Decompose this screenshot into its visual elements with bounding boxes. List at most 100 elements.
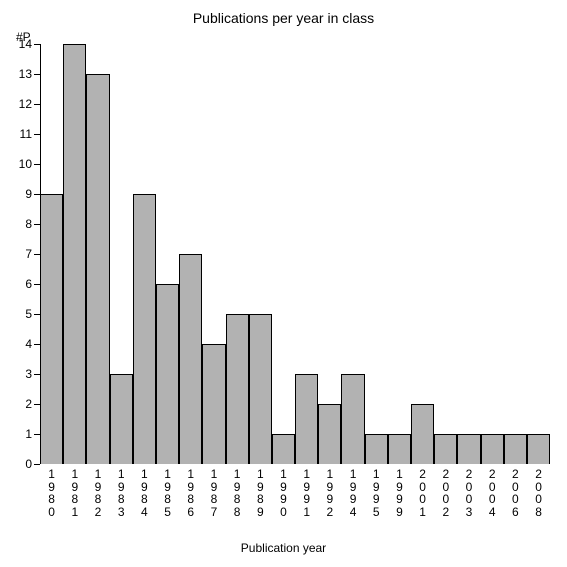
x-tick-label: 1 9 9 5 (371, 468, 381, 518)
bar-slot: 1 9 9 5 (365, 44, 388, 464)
bar-slot: 1 9 8 9 (249, 44, 272, 464)
bar (249, 314, 272, 464)
bar (272, 434, 295, 464)
bar-slot: 1 9 8 7 (202, 44, 225, 464)
x-tick-label: 1 9 8 0 (47, 468, 57, 518)
x-tick-label: 1 9 9 2 (325, 468, 335, 518)
y-tick (34, 44, 40, 45)
plot-area: 1 9 8 01 9 8 11 9 8 21 9 8 31 9 8 41 9 8… (40, 44, 550, 464)
x-tick-label: 1 9 8 1 (70, 468, 80, 518)
x-axis-label: Publication year (0, 541, 567, 555)
y-tick-label: 13 (19, 67, 32, 81)
y-tick-label: 1 (25, 427, 32, 441)
bar (295, 374, 318, 464)
bar (411, 404, 434, 464)
y-tick-label: 5 (25, 307, 32, 321)
y-tick (34, 314, 40, 315)
bar-slot: 1 9 9 2 (318, 44, 341, 464)
bar-slot: 1 9 8 6 (179, 44, 202, 464)
bar (365, 434, 388, 464)
bar-slot: 1 9 8 8 (226, 44, 249, 464)
bar-slot: 1 9 8 5 (156, 44, 179, 464)
bars-group: 1 9 8 01 9 8 11 9 8 21 9 8 31 9 8 41 9 8… (40, 44, 550, 464)
bar (388, 434, 411, 464)
bar (434, 434, 457, 464)
x-tick-label: 2 0 0 3 (464, 468, 474, 518)
y-tick (34, 194, 40, 195)
y-tick (34, 164, 40, 165)
bar-slot: 2 0 0 3 (457, 44, 480, 464)
y-tick-label: 3 (25, 367, 32, 381)
x-tick-label: 1 9 8 6 (186, 468, 196, 518)
bar (156, 284, 179, 464)
bar-slot: 2 0 0 4 (481, 44, 504, 464)
x-tick-label: 2 0 0 2 (441, 468, 451, 518)
y-tick-label: 6 (25, 277, 32, 291)
bar-slot: 1 9 9 0 (272, 44, 295, 464)
y-tick-label: 10 (19, 157, 32, 171)
x-tick-label: 1 9 8 8 (232, 468, 242, 518)
x-tick-label: 1 9 8 2 (93, 468, 103, 518)
bar (110, 374, 133, 464)
bar-slot: 2 0 0 6 (504, 44, 527, 464)
x-tick-label: 1 9 8 3 (116, 468, 126, 518)
x-tick-label: 2 0 0 4 (487, 468, 497, 518)
bar-slot: 2 0 0 1 (411, 44, 434, 464)
bar-slot: 1 9 8 4 (133, 44, 156, 464)
y-tick (34, 374, 40, 375)
bar (527, 434, 550, 464)
bar (40, 194, 63, 464)
y-tick (34, 134, 40, 135)
x-tick-label: 1 9 8 5 (163, 468, 173, 518)
bar-slot: 1 9 8 2 (86, 44, 109, 464)
y-tick-label: 9 (25, 187, 32, 201)
bar-slot: 1 9 9 1 (295, 44, 318, 464)
chart-title: Publications per year in class (0, 10, 567, 26)
x-tick-label: 1 9 9 9 (394, 468, 404, 518)
y-tick (34, 284, 40, 285)
y-tick-label: 4 (25, 337, 32, 351)
bar-slot: 1 9 8 1 (63, 44, 86, 464)
bar-slot: 1 9 9 4 (341, 44, 364, 464)
y-tick (34, 74, 40, 75)
chart-container: Publications per year in class #P 1 9 8 … (0, 0, 567, 567)
bar (457, 434, 480, 464)
y-tick (34, 344, 40, 345)
bar (318, 404, 341, 464)
bar-slot: 1 9 8 3 (110, 44, 133, 464)
x-tick-label: 1 9 9 0 (278, 468, 288, 518)
bar (179, 254, 202, 464)
bar-slot: 1 9 8 0 (40, 44, 63, 464)
bar-slot: 2 0 0 8 (527, 44, 550, 464)
bar (504, 434, 527, 464)
bar (63, 44, 86, 464)
y-tick-label: 12 (19, 97, 32, 111)
bar-slot: 1 9 9 9 (388, 44, 411, 464)
x-tick-label: 2 0 0 1 (418, 468, 428, 518)
y-tick (34, 464, 40, 465)
y-tick-label: 0 (25, 457, 32, 471)
bar (202, 344, 225, 464)
x-tick-label: 1 9 9 1 (302, 468, 312, 518)
bar-slot: 2 0 0 2 (434, 44, 457, 464)
x-tick-label: 2 0 0 8 (534, 468, 544, 518)
x-tick-label: 2 0 0 6 (510, 468, 520, 518)
bar (481, 434, 504, 464)
y-tick-label: 11 (20, 127, 32, 141)
bar (226, 314, 249, 464)
y-tick (34, 104, 40, 105)
bar (86, 74, 109, 464)
x-tick-label: 1 9 8 9 (255, 468, 265, 518)
x-tick-label: 1 9 8 4 (139, 468, 149, 518)
y-tick (34, 434, 40, 435)
y-tick-label: 2 (25, 397, 32, 411)
y-tick-label: 8 (25, 217, 32, 231)
x-tick-label: 1 9 8 7 (209, 468, 219, 518)
y-tick (34, 404, 40, 405)
x-tick-label: 1 9 9 4 (348, 468, 358, 518)
y-tick (34, 224, 40, 225)
y-tick-label: 14 (19, 37, 32, 51)
bar (341, 374, 364, 464)
bar (133, 194, 156, 464)
y-tick (34, 254, 40, 255)
